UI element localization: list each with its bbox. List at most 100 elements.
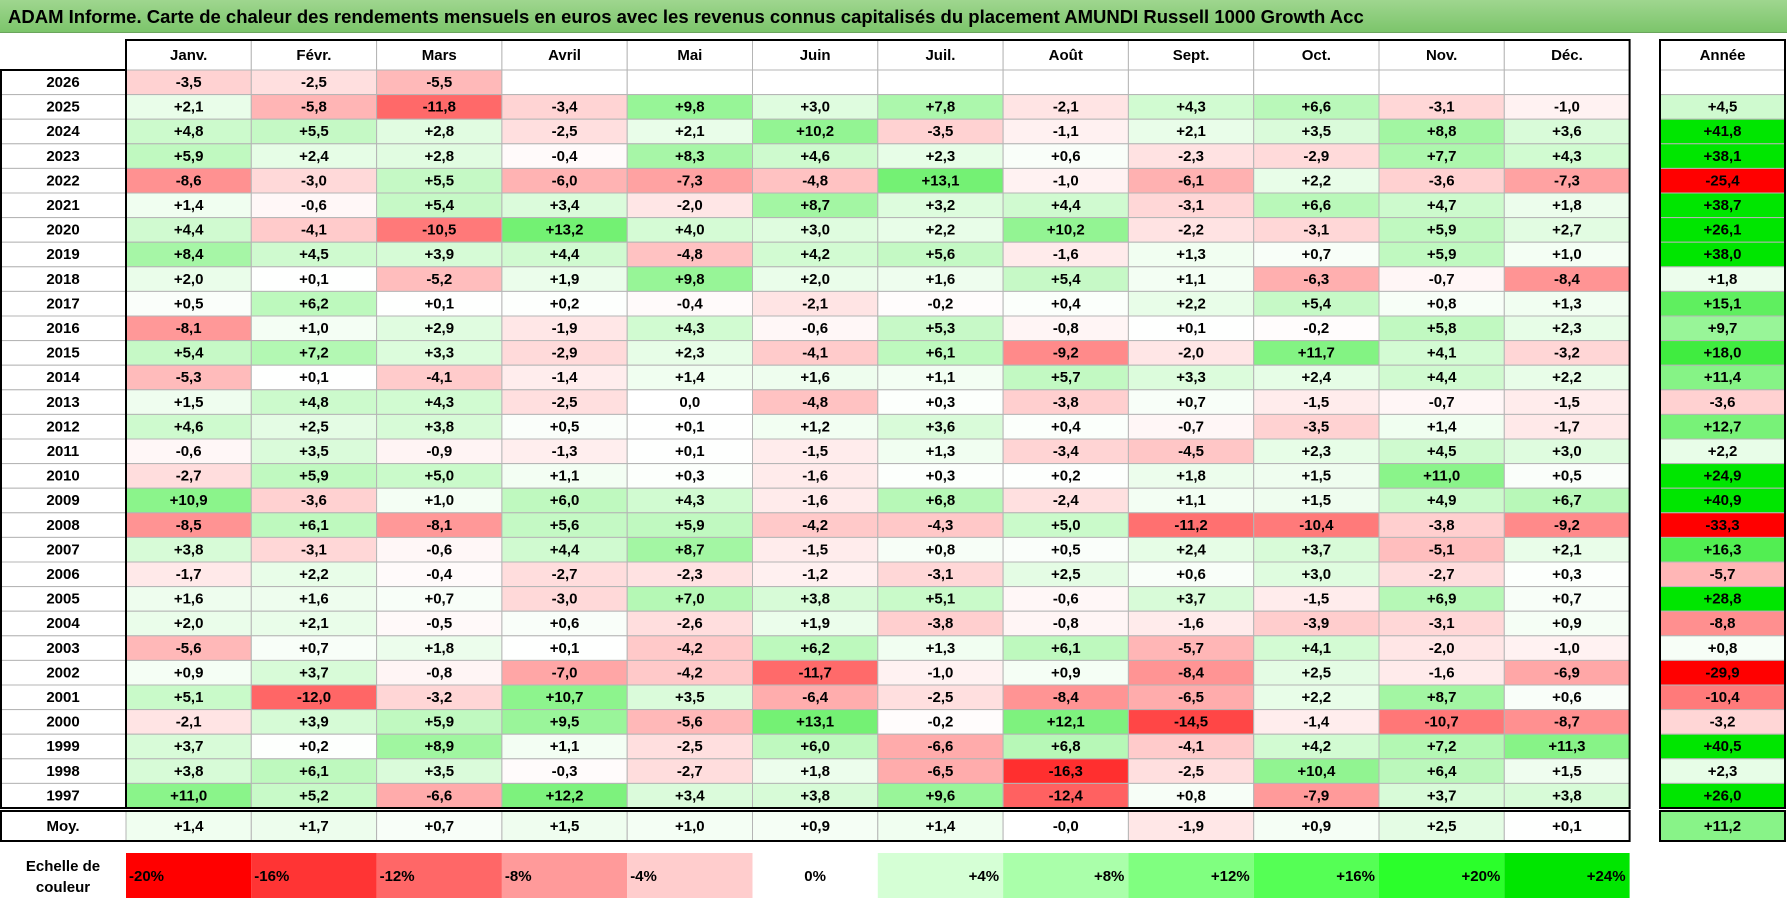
cell-value: +2,2 (1552, 369, 1582, 386)
heat-cell (877, 217, 1004, 243)
heat-cell (1002, 512, 1129, 538)
cell-value: +2,3 (1552, 320, 1582, 337)
heat-cell (1253, 782, 1380, 809)
heat-cell (626, 782, 754, 809)
cell-value: -4,1 (802, 345, 828, 362)
annual-cell (1659, 536, 1786, 563)
cell-value: -6,9 (1554, 664, 1580, 681)
cell-value: +4,3 (1552, 148, 1582, 165)
scale-label: -20% (129, 868, 164, 885)
average-label: Moy. (46, 818, 79, 835)
cell-value: +8,7 (800, 197, 830, 214)
annual-cell (1659, 69, 1786, 96)
cell-value: -2,5 (552, 123, 578, 140)
heat-cell (250, 389, 378, 415)
cell-value: +3,5 (1302, 123, 1332, 140)
heat-cell (1253, 586, 1380, 612)
heat-cell (1378, 758, 1505, 784)
cell-value: -1,6 (802, 468, 828, 485)
year-cell (0, 659, 127, 686)
heat-cell (125, 340, 252, 366)
cell-value: -3,4 (1053, 443, 1080, 460)
cell-value: +0,7 (299, 640, 329, 657)
cell-value: -0,8 (426, 664, 452, 681)
heat-cell (752, 192, 879, 219)
heat-cell (752, 487, 879, 514)
heat-cell (376, 192, 503, 219)
heat-cell (250, 192, 378, 219)
cell-value: +8,7 (675, 541, 705, 558)
cell-value: -1,5 (802, 443, 828, 460)
scale-swatch (126, 853, 252, 898)
cell-value: +7,7 (1427, 148, 1457, 165)
annual-cell (1659, 438, 1786, 465)
annual-column-border (1659, 39, 1786, 809)
cell-value: +1,5 (1302, 492, 1332, 509)
cell-value: +2,7 (1552, 222, 1582, 239)
cell-value: +2,5 (1302, 664, 1332, 681)
cell-value: +3,9 (299, 714, 329, 731)
cell-value: -0,7 (1178, 418, 1204, 435)
heat-cell (752, 536, 879, 563)
cell-value: +2,3 (675, 345, 705, 362)
cell-value: +2,5 (1051, 566, 1081, 583)
cell-value: +4,1 (1427, 345, 1457, 362)
cell-value: -1,6 (1053, 246, 1079, 263)
cell-value: +0,5 (174, 295, 204, 312)
cell-value: +0,4 (1051, 418, 1081, 435)
cell-value: +0,6 (1051, 148, 1081, 165)
annual-value: -8,8 (1710, 615, 1736, 632)
heat-cell (1253, 758, 1380, 784)
heat-cell (752, 315, 879, 342)
cell-value: -3,1 (1429, 99, 1455, 116)
cell-value: +10,7 (546, 689, 584, 706)
heat-cell (1253, 266, 1380, 292)
cell-value: +9,8 (675, 99, 705, 116)
cell-value: +3,6 (1552, 123, 1582, 140)
heat-cell (877, 389, 1004, 415)
cell-value: +3,5 (424, 763, 454, 780)
heat-cell (1127, 94, 1255, 120)
cell-value: -6,0 (552, 172, 578, 189)
cell-value: +5,9 (424, 714, 454, 731)
cell-value: +9,6 (926, 787, 956, 804)
cell-value: -2,6 (677, 615, 703, 632)
cell-value: -5,1 (1429, 541, 1455, 558)
cell-value: +9,8 (675, 271, 705, 288)
cell-value: -0,4 (426, 566, 453, 583)
cell-value: -4,8 (802, 172, 828, 189)
annual-value: -33,3 (1705, 517, 1739, 534)
heat-cell (1503, 167, 1631, 194)
cell-value: +5,9 (1427, 222, 1457, 239)
cell-value: -2,0 (1178, 345, 1204, 362)
cell-value: +1,8 (424, 640, 454, 657)
heat-cell (626, 290, 754, 317)
month-header-7: Août (1049, 47, 1083, 64)
cell-value: -6,6 (928, 738, 954, 755)
cell-value: +1,0 (424, 492, 454, 509)
heat-cell (1127, 266, 1255, 292)
heat-cell (1378, 266, 1505, 292)
average-cell (877, 810, 1004, 842)
cell-value: -2,4 (1053, 492, 1080, 509)
scale-swatch (877, 853, 1004, 898)
cell-value: +3,3 (424, 345, 454, 362)
cell-value: +0,2 (299, 738, 329, 755)
cell-value: +0,5 (1051, 541, 1081, 558)
cell-value: -11,8 (423, 99, 456, 116)
heat-cell (1503, 241, 1631, 268)
cell-value: -2,7 (677, 763, 703, 780)
cell-value: +1,1 (926, 369, 956, 386)
scale-swatch (627, 853, 753, 898)
cell-value: -2,0 (677, 197, 703, 214)
average-cell (1002, 810, 1129, 842)
cell-value: +3,7 (1302, 541, 1332, 558)
annual-value: +28,8 (1704, 591, 1742, 608)
scale-label: +20% (1462, 868, 1501, 885)
heat-cell (1503, 659, 1631, 686)
cell-value: +6,2 (800, 640, 830, 657)
heat-cell (125, 512, 252, 538)
scale-label: +8% (1094, 868, 1124, 885)
cell-value: -0,9 (426, 443, 452, 460)
annual-value: +40,9 (1704, 492, 1742, 509)
